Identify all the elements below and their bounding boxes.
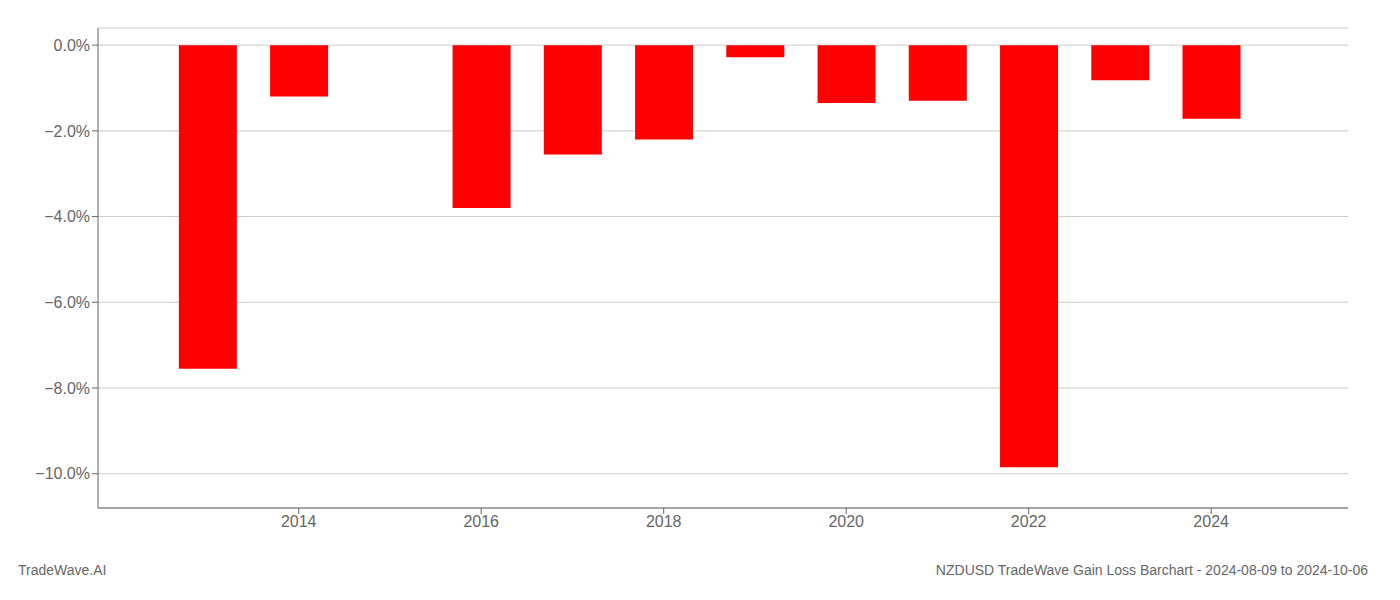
svg-text:−8.0%: −8.0%	[44, 380, 90, 397]
svg-text:2024: 2024	[1193, 513, 1229, 530]
svg-text:2022: 2022	[1011, 513, 1047, 530]
html-text:NZDUSD TradeWave Gain Loss Bar: NZDUSD TradeWave Gain Loss Barchart - 20…	[935, 562, 1368, 578]
svg-text:2018: 2018	[646, 513, 682, 530]
svg-text:−2.0%: −2.0%	[44, 123, 90, 140]
svg-text:2020: 2020	[828, 513, 864, 530]
html-text:TradeWave.AI: TradeWave.AI	[18, 562, 107, 578]
svg-text:−4.0%: −4.0%	[44, 208, 90, 225]
svg-text:0.0%: 0.0%	[54, 37, 90, 54]
svg-text:2016: 2016	[463, 513, 499, 530]
svg-text:2014: 2014	[281, 513, 317, 530]
svg-text:−10.0%: −10.0%	[35, 465, 90, 482]
svg-text:−6.0%: −6.0%	[44, 294, 90, 311]
